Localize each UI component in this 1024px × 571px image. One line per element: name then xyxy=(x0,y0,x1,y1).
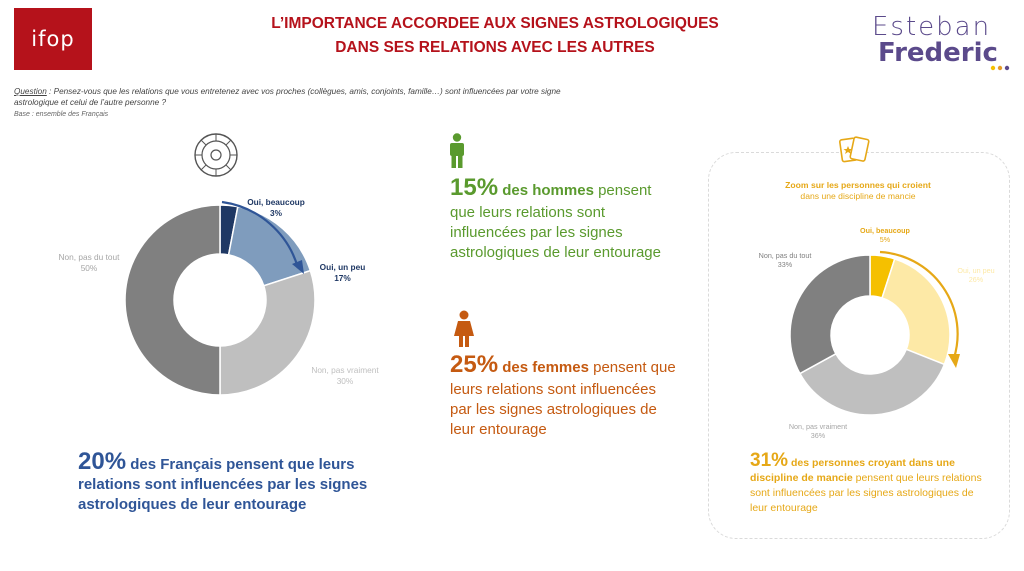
zoom-label-non-pas-du-tout-value: 33% xyxy=(777,260,793,269)
title-line-2: DANS SES RELATIONS AVEC LES AUTRES xyxy=(335,39,655,56)
zoom-title: Zoom sur les personnes qui croient xyxy=(785,180,931,190)
brand-logo: Esteban Frederic xyxy=(872,12,1012,71)
woman-icon xyxy=(454,310,474,347)
french-donut-chart xyxy=(124,204,316,396)
mancie-slice-non-pas-du-tout xyxy=(789,254,871,375)
zoom-label-oui-beaucoup-name: Oui, beaucoup xyxy=(860,226,910,235)
mancie-slice-non-pas-vraiment xyxy=(798,348,946,416)
stat-women-rest1: pensent que xyxy=(588,359,676,376)
mancie-slice-oui-un-peu xyxy=(881,257,951,366)
ifop-logo: ifop xyxy=(14,8,92,70)
stat-men-rest2: que leurs relations sont influencées par… xyxy=(450,204,661,261)
stat-mancie-bold: des personnes croyant dans une disciplin… xyxy=(750,457,955,484)
question-text: Question : Pensez-vous que les relations… xyxy=(14,86,604,108)
zoom-label-non-pas-vraiment: Non, pas vraiment 36% xyxy=(768,422,868,440)
zoom-label-oui-beaucoup: Oui, beaucoup 5% xyxy=(850,226,920,244)
stat-mancie-rest: pensent que leurs relations sont influen… xyxy=(750,472,982,514)
stat-french-pct: 20% xyxy=(78,448,127,475)
label-non-pas-du-tout-value: 50% xyxy=(80,263,98,273)
label-non-pas-vraiment-name: Non, pas vraiment xyxy=(311,365,379,375)
label-oui-beaucoup-value: 3% xyxy=(270,208,282,218)
zodiac-wheel-icon xyxy=(194,133,238,177)
zoom-label-non-pas-vraiment-value: 36% xyxy=(810,431,826,440)
zoom-label-non-pas-du-tout: Non, pas du tout 33% xyxy=(745,251,825,269)
mancie-donut-chart xyxy=(789,254,951,416)
zoom-heading: Zoom sur les personnes qui croient dans … xyxy=(730,180,986,202)
page-title: L’IMPORTANCE ACCORDEE AUX SIGNES ASTROLO… xyxy=(200,12,790,60)
title-line-1: L’IMPORTANCE ACCORDEE AUX SIGNES ASTROLO… xyxy=(271,15,719,32)
stat-men-rest1: pensent xyxy=(593,182,652,199)
brand-dots-icon xyxy=(990,65,1010,71)
label-non-pas-du-tout: Non, pas du tout 50% xyxy=(44,252,134,274)
label-non-pas-vraiment-value: 30% xyxy=(336,376,354,386)
brand-line-1: Esteban xyxy=(872,12,992,42)
zoom-label-oui-beaucoup-value: 5% xyxy=(879,235,891,244)
stat-men: 15% des hommes pensent que leurs relatio… xyxy=(450,176,710,263)
stat-women-bold: des femmes xyxy=(498,359,589,376)
stat-men-pct: 15% xyxy=(450,174,499,201)
arc-arrow-icon xyxy=(221,200,304,274)
zoom-subtitle: dans une discipline de mancie xyxy=(800,191,916,201)
zoom-label-oui-un-peu-name: Oui, un peu xyxy=(957,266,995,275)
stat-men-bold: des hommes xyxy=(498,182,594,199)
zoom-label-oui-un-peu: Oui, un peu 26% xyxy=(946,266,1006,284)
stat-women-rest2: leurs relations sont influencées par les… xyxy=(450,381,657,438)
zoom-arc-arrow-icon xyxy=(879,250,960,368)
zoom-label-non-pas-vraiment-name: Non, pas vraiment xyxy=(788,422,848,431)
tarot-cards-icon xyxy=(838,136,870,163)
label-non-pas-du-tout-name: Non, pas du tout xyxy=(58,252,120,262)
label-oui-un-peu-value: 17% xyxy=(334,273,351,283)
label-non-pas-vraiment: Non, pas vraiment 30% xyxy=(295,365,395,387)
ifop-logo-text: ifop xyxy=(31,27,75,51)
base-note: Base : ensemble des Français xyxy=(14,111,109,118)
label-oui-beaucoup-name: Oui, beaucoup xyxy=(247,197,305,207)
zoom-label-non-pas-du-tout-name: Non, pas du tout xyxy=(758,251,812,260)
stat-women-pct: 25% xyxy=(450,351,499,378)
question-label: Question xyxy=(14,87,47,96)
label-oui-beaucoup: Oui, beaucoup 3% xyxy=(236,197,316,219)
stat-mancie: 31% des personnes croyant dans une disci… xyxy=(750,450,990,516)
stat-mancie-pct: 31% xyxy=(750,450,789,471)
label-oui-un-peu-name: Oui, un peu xyxy=(319,262,366,272)
french-slice-non-pas-du-tout xyxy=(124,204,221,396)
stat-women: 25% des femmes pensent que leurs relatio… xyxy=(450,353,710,440)
question-body: : Pensez-vous que les relations que vous… xyxy=(14,87,561,107)
stat-french-text: des Français pensent que leurs relations… xyxy=(78,456,368,513)
label-oui-un-peu: Oui, un peu 17% xyxy=(305,262,380,284)
stat-french: 20% des Français pensent que leurs relat… xyxy=(78,450,408,515)
zoom-label-oui-un-peu-value: 26% xyxy=(968,275,984,284)
french-slice-non-pas-vraiment xyxy=(219,269,316,396)
man-icon xyxy=(450,133,464,168)
brand-line-2: Frederic xyxy=(878,38,998,68)
